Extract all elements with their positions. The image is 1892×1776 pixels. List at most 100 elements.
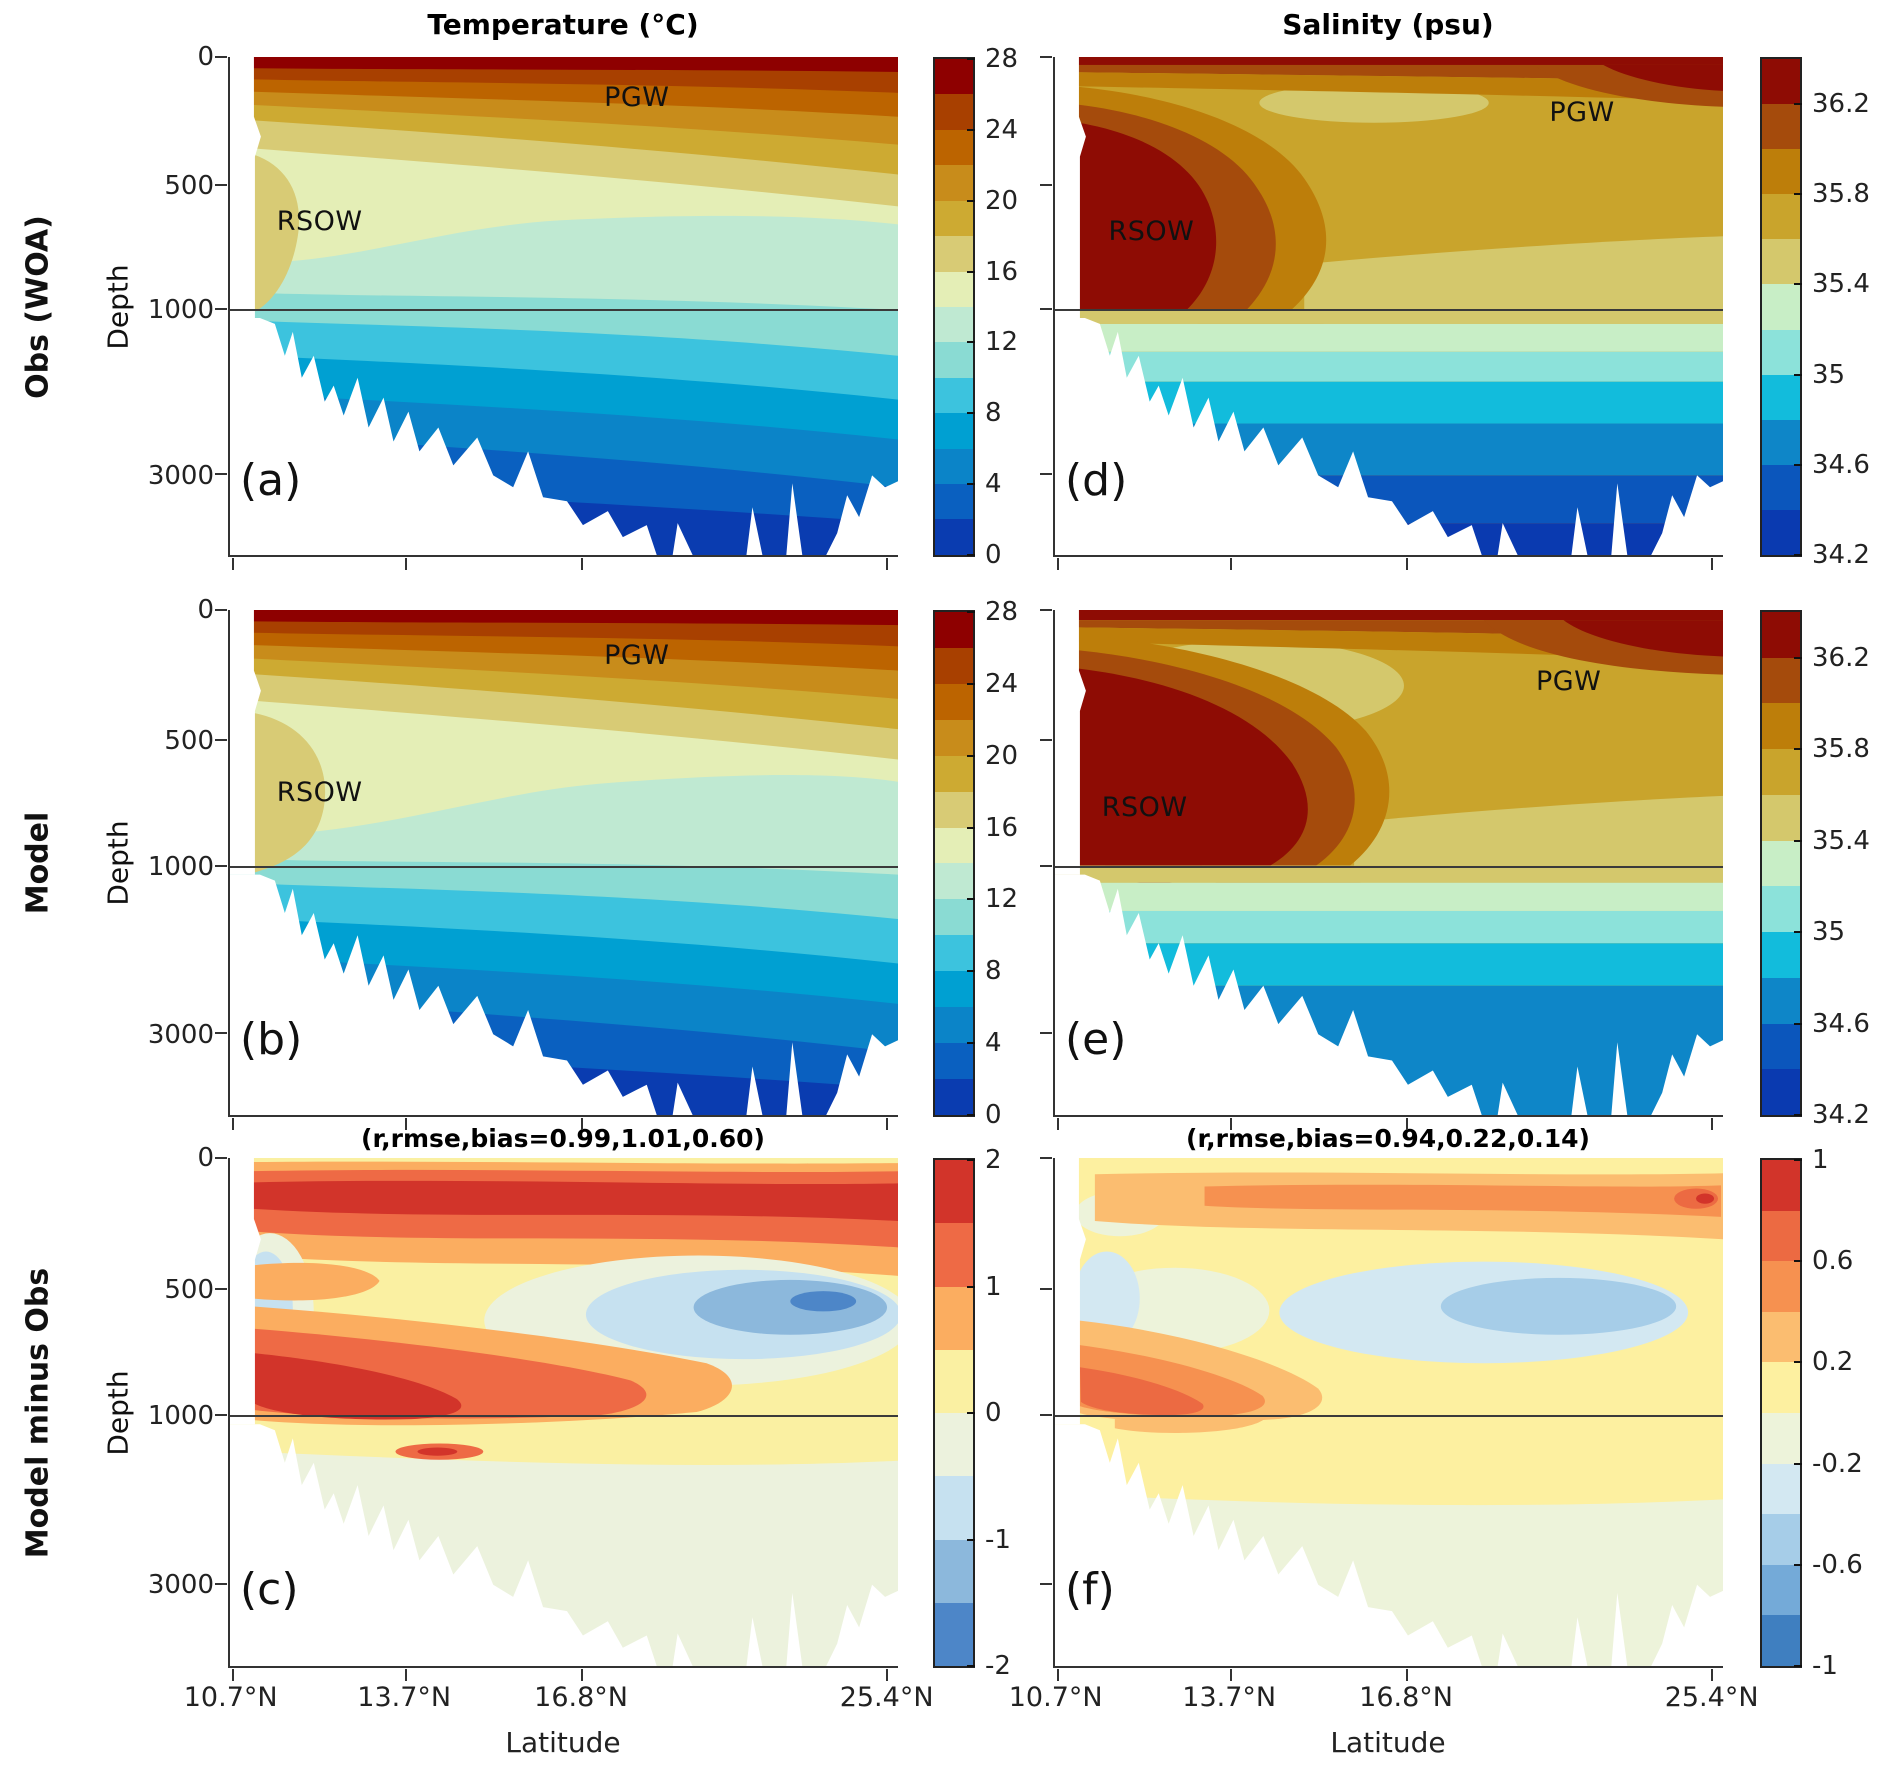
colorbar-tick-mark	[1794, 554, 1802, 556]
colorbar-segment	[935, 413, 973, 449]
x-tick-labels-right: 10.7°N 13.7°N 16.8°N 25.4°N	[1009, 1682, 1759, 1716]
colorbar-tick-mark	[967, 970, 975, 973]
colorbar-temperature-diff: 2 1 0 -1 -2	[933, 1145, 1011, 1681]
colorbar-tick-mark	[1794, 1159, 1802, 1161]
colorbar-segment	[935, 935, 973, 972]
panel-temperature-model: PGW RSOW (b)	[215, 609, 898, 1130]
colorbar-segment	[1762, 794, 1800, 841]
colorbar-tick-mark	[1794, 1260, 1802, 1263]
colorbar-segment	[935, 448, 973, 485]
colorbar-tick-label: 36.2	[1812, 642, 1870, 673]
y-tick-label: 0	[197, 1143, 214, 1173]
x-tick-label: 16.8°N	[534, 1682, 628, 1713]
colorbar-tick-label: 28	[985, 44, 1019, 74]
colorbar-tick-mark	[967, 199, 975, 202]
x-tick-mark	[1406, 1118, 1409, 1130]
colorbar-segment	[935, 827, 973, 864]
colorbar-tick-label: 34.6	[1812, 1008, 1870, 1039]
colorbar-tick-label: 34.6	[1812, 449, 1870, 480]
colorbar-tick-mark	[1794, 1665, 1802, 1667]
y-tick-mark	[215, 1157, 227, 1159]
colorbar-tick-label: 20	[985, 740, 1019, 771]
colorbar-segment	[1762, 419, 1800, 465]
annotation-rsow: RSOW	[276, 206, 363, 238]
x-tick-mark	[1056, 558, 1059, 570]
colorbar-segment	[1762, 509, 1800, 556]
colorbar-segment	[935, 1602, 973, 1666]
colorbar-segment	[935, 236, 973, 272]
x-tick-mark	[1710, 1118, 1713, 1130]
contour-field-temperature-diff	[230, 1158, 898, 1666]
colorbar-segment	[935, 94, 973, 130]
y-tick-label: 3000	[147, 1570, 214, 1601]
colorbar-segment	[1762, 1615, 1800, 1666]
colorbar-segment	[1762, 1311, 1800, 1363]
colorbar-tick-label: 35.8	[1812, 179, 1870, 210]
colorbar-segment	[1762, 239, 1800, 285]
panel-letter-f: (f)	[1065, 1564, 1115, 1616]
colorbar-tick-label: 34.2	[1812, 1100, 1870, 1130]
colorbar-tick-mark	[1794, 373, 1802, 376]
y-tick-labels-row2: 0 500 1000 3000	[122, 595, 222, 1117]
x-tick-mark	[1229, 1118, 1232, 1130]
colorbar-tick-label: 35	[1812, 917, 1846, 948]
x-tick-mark	[404, 1118, 407, 1130]
colorbar-segment	[1762, 1463, 1800, 1515]
annotation-rsow: RSOW	[276, 776, 363, 808]
colorbar-tick-label: 0	[985, 540, 1002, 570]
colorbar-stack	[935, 612, 973, 1115]
colorbar-segment	[935, 1286, 973, 1350]
colorbar-tick-label: 2	[985, 1145, 1002, 1175]
colorbar-tick-label: 35.4	[1812, 269, 1870, 300]
colorbar-tick-mark	[967, 1285, 975, 1288]
colorbar-segment	[935, 863, 973, 900]
title-temperature: Temperature (°C)	[427, 8, 699, 41]
panel-letter-c: (c)	[240, 1564, 299, 1616]
colorbar-tick-mark	[967, 1412, 975, 1414]
x-tick-mark	[1710, 558, 1713, 570]
colorbar-segment	[935, 612, 973, 648]
colorbar-segment	[1762, 1160, 1800, 1211]
colorbar-stack	[935, 1160, 973, 1666]
colorbar-segment	[935, 899, 973, 936]
colorbar-segment	[1762, 1412, 1800, 1464]
x-tick-label: 25.4°N	[839, 1682, 934, 1713]
colorbar-segment	[1762, 104, 1800, 150]
rsow-warm-bias-core	[253, 1353, 462, 1420]
colorbar-segment	[1762, 194, 1800, 240]
y-tick-mark	[1040, 1582, 1052, 1585]
rsow-salty-bias-core	[1079, 1367, 1204, 1416]
colorbar-segment	[935, 1539, 973, 1603]
y-tick-label: 3000	[147, 461, 214, 491]
y-tick-mark	[1040, 609, 1052, 611]
colorbar-tick-label: 4	[985, 1028, 1002, 1059]
y-tick-label: 500	[164, 725, 214, 756]
colorbar-tick-mark	[967, 483, 975, 486]
y-tick-mark	[1040, 184, 1052, 187]
y-tick-mark	[215, 864, 227, 867]
x-tick-mark	[885, 1669, 888, 1681]
x-tick-label: 13.7°N	[357, 1682, 452, 1713]
depth-1000m-line	[1055, 1415, 1723, 1418]
x-tick-mark	[1056, 1118, 1059, 1130]
colorbar-segment	[935, 791, 973, 828]
colorbar-stack	[1762, 59, 1800, 556]
contour-field-salinity-obs	[1055, 57, 1723, 555]
colorbar-segment	[1762, 703, 1800, 750]
colorbar-tick-mark	[967, 554, 975, 556]
y-tick-label: 1000	[147, 851, 214, 882]
annotation-pgw: PGW	[604, 81, 670, 113]
colorbar-segment	[1762, 886, 1800, 933]
fresh-bias-patch	[1440, 1277, 1677, 1335]
y-tick-labels-row3: 0 500 1000 3000	[122, 1143, 222, 1668]
colorbar-tick-mark	[1794, 748, 1802, 751]
x-axis-label-left: Latitude	[505, 1726, 621, 1759]
x-tick-mark	[885, 1118, 888, 1130]
depth-1000m-line	[230, 308, 898, 311]
colorbar-tick-label: 8	[985, 398, 1002, 429]
y-tick-mark	[215, 184, 227, 187]
pgw-core	[1563, 620, 1723, 657]
colorbar-tick-label: -2	[985, 1651, 1011, 1681]
colorbar-tick-mark	[1794, 1361, 1802, 1364]
